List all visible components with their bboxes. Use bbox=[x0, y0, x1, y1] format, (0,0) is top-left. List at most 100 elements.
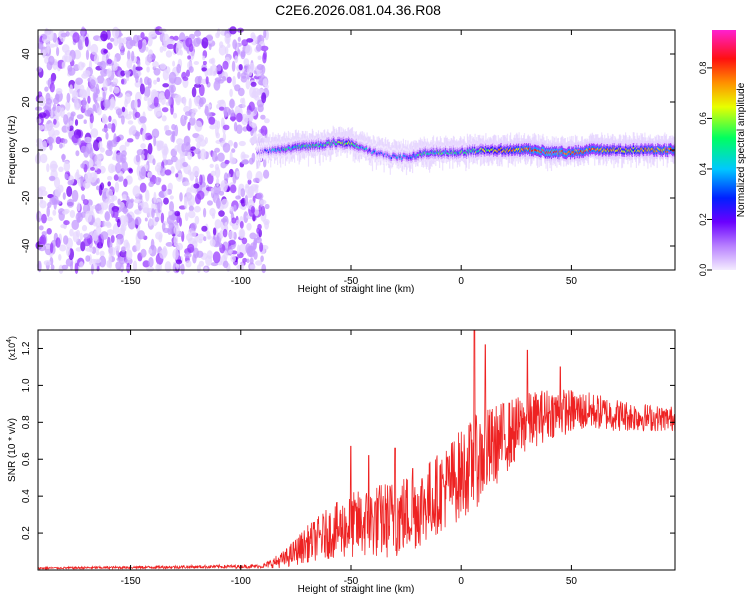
signal-cell bbox=[631, 150, 634, 153]
noise-blob bbox=[76, 102, 80, 111]
noise-blob bbox=[187, 210, 196, 219]
noise-blob bbox=[264, 203, 270, 210]
x-tick-label: -50 bbox=[344, 576, 359, 587]
noise-blob bbox=[111, 26, 120, 39]
noise-blob bbox=[209, 65, 213, 76]
noise-blob bbox=[135, 66, 143, 71]
signal-cell bbox=[406, 157, 408, 160]
noise-blob bbox=[93, 258, 102, 264]
signal-cell bbox=[307, 145, 309, 148]
signal-cell bbox=[404, 154, 406, 157]
noise-blob bbox=[139, 182, 147, 193]
signal-cell bbox=[257, 152, 259, 155]
signal-cell bbox=[456, 151, 458, 153]
noise-blob bbox=[246, 170, 253, 181]
noise-blob bbox=[82, 97, 87, 109]
noise-blob bbox=[120, 224, 127, 232]
noise-blob bbox=[69, 210, 76, 218]
signal-cell bbox=[512, 149, 514, 152]
noise-blob bbox=[152, 91, 159, 97]
noise-blob bbox=[185, 260, 192, 268]
signal-cell bbox=[490, 149, 492, 152]
noise-blob bbox=[233, 204, 237, 211]
signal-cell bbox=[344, 143, 346, 146]
signal-cell bbox=[577, 149, 580, 151]
signal-cell bbox=[437, 151, 439, 153]
noise-blob bbox=[222, 76, 227, 82]
noise-blob bbox=[104, 211, 111, 222]
noise-blob bbox=[112, 208, 119, 219]
noise-blob bbox=[92, 91, 99, 103]
signal-cell bbox=[433, 152, 435, 155]
signal-cell bbox=[273, 149, 275, 152]
signal-cell bbox=[564, 152, 566, 155]
noise-blob bbox=[108, 246, 116, 257]
colorbar-label: Normalized spectral amplitude bbox=[736, 82, 747, 217]
noise-blob bbox=[49, 82, 55, 93]
noise-blob bbox=[97, 107, 102, 116]
noise-blob bbox=[77, 39, 83, 50]
noise-blob bbox=[37, 260, 42, 273]
signal-cell bbox=[303, 144, 305, 147]
signal-cell bbox=[418, 154, 420, 157]
noise-blob bbox=[215, 132, 220, 139]
noise-blob bbox=[171, 155, 178, 163]
noise-blob bbox=[100, 231, 109, 240]
noise-blob bbox=[49, 242, 54, 254]
noise-blob bbox=[90, 166, 95, 171]
noise-blob bbox=[96, 75, 105, 84]
noise-blob bbox=[147, 143, 153, 155]
noise-blob bbox=[237, 186, 241, 199]
signal-cell bbox=[527, 148, 529, 151]
noise-blob bbox=[170, 134, 175, 143]
noise-blob bbox=[147, 152, 152, 163]
noise-blob bbox=[187, 169, 192, 176]
noise-blob bbox=[218, 44, 227, 56]
signal-cell bbox=[284, 149, 286, 152]
noise-blob bbox=[260, 45, 269, 52]
noise-blob bbox=[250, 206, 256, 214]
noise-blob bbox=[218, 106, 225, 111]
signal-cell bbox=[558, 153, 560, 155]
signal-cell bbox=[622, 149, 624, 152]
noise-blob bbox=[189, 116, 196, 126]
signal-cell bbox=[633, 147, 635, 150]
noise-blob bbox=[52, 103, 57, 112]
noise-blob bbox=[148, 217, 153, 227]
noise-blob bbox=[144, 217, 148, 222]
signal-cell bbox=[581, 150, 583, 152]
signal-cell bbox=[534, 149, 536, 152]
signal-cell bbox=[364, 148, 366, 151]
noise-blob bbox=[179, 192, 183, 202]
noise-blob bbox=[74, 119, 79, 126]
signal-cell bbox=[260, 152, 262, 154]
noise-blob bbox=[38, 225, 44, 231]
signal-cell bbox=[429, 152, 431, 155]
noise-blob bbox=[248, 101, 255, 112]
signal-cell bbox=[265, 148, 267, 151]
noise-blob bbox=[212, 251, 221, 264]
noise-blob bbox=[109, 84, 113, 93]
noise-blob bbox=[45, 92, 51, 102]
noise-blob bbox=[161, 184, 167, 192]
signal-cell bbox=[612, 147, 614, 150]
signal-cell bbox=[397, 156, 399, 159]
noise-blob bbox=[159, 249, 167, 259]
signal-cell bbox=[287, 146, 289, 149]
signal-cell bbox=[400, 154, 402, 157]
signal-cell bbox=[559, 150, 561, 153]
noise-blob bbox=[223, 250, 228, 261]
noise-blob bbox=[153, 79, 157, 85]
noise-blob bbox=[241, 39, 248, 47]
noise-blob bbox=[194, 120, 203, 132]
noise-blob bbox=[257, 55, 262, 61]
signal-cell bbox=[494, 149, 496, 152]
noise-blob bbox=[246, 258, 250, 264]
noise-blob bbox=[63, 160, 71, 172]
noise-blob bbox=[94, 165, 98, 171]
signal-cell bbox=[412, 155, 414, 158]
snr-panel: -150 -100 -50 0 50 0.2 0.4 0.6 0.8 1.0 1.2 Height… bbox=[6, 329, 676, 595]
signal-cell bbox=[322, 144, 324, 147]
noise-blob bbox=[210, 57, 216, 65]
